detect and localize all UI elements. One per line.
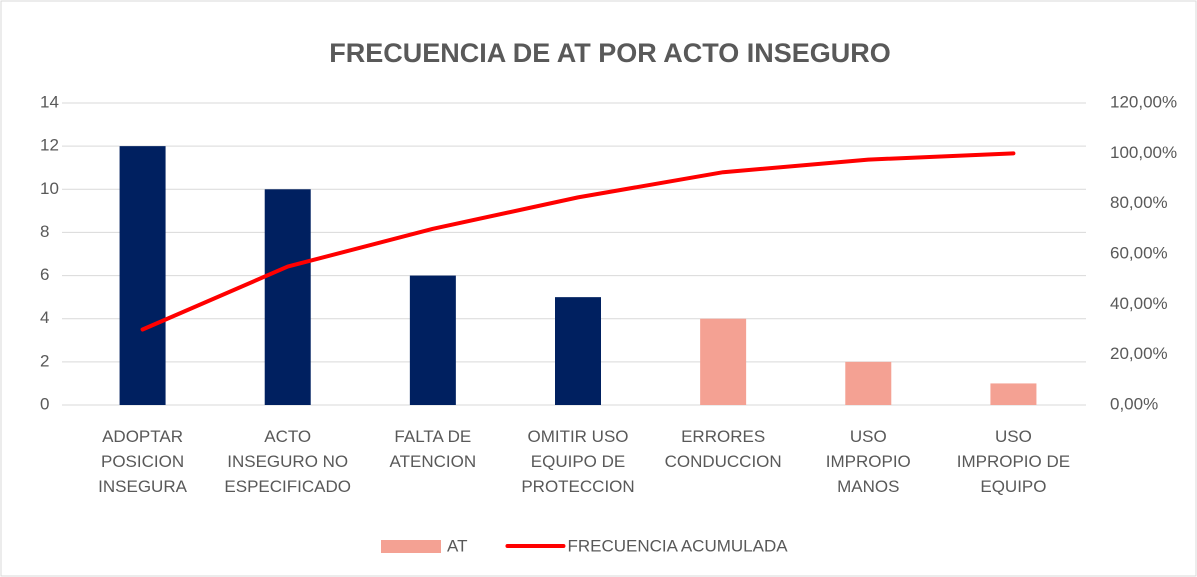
x-tick-label: OMITIR USO EQUIPO DE PROTECCION [521,427,635,496]
y2-tick-label: 0,00% [1110,394,1158,413]
x-tick-label: ERRORES CONDUCCION [664,427,782,471]
bar [264,189,311,405]
y2-tick-label: 80,00% [1110,193,1168,212]
legend-swatch [381,540,441,553]
y2-tick-label: 60,00% [1110,243,1168,262]
x-tick-label: FALTA DE ATENCION [389,427,477,471]
y2-tick-label: 20,00% [1110,344,1168,363]
legend-label: AT [447,536,467,555]
bar [409,275,456,405]
y-tick-label: 4 [40,308,49,327]
y-tick-label: 10 [40,179,59,198]
y-tick-label: 12 [40,136,59,155]
bar [700,318,747,405]
x-tick-label: USO IMPROPIO MANOS [825,427,911,496]
y2-tick-label: 100,00% [1110,143,1177,162]
y2-tick-label: 40,00% [1110,294,1168,313]
chart-title: FRECUENCIA DE AT POR ACTO INSEGURO [329,38,891,68]
bar [119,146,166,405]
x-tick-label: ACTO INSEGURO NO ESPECIFICADO [224,427,351,496]
y-tick-label: 8 [40,222,49,241]
y2-tick-label: 120,00% [1110,92,1177,111]
x-tick-label: ADOPTAR POSICION INSEGURA [98,427,187,496]
bar [990,383,1037,405]
y-tick-label: 6 [40,265,49,284]
line [140,151,1016,332]
bar [555,297,601,405]
x-tick-label: USO IMPROPIO DE EQUIPO [956,427,1071,496]
y-tick-label: 2 [40,351,49,370]
legend-label: FRECUENCIA ACUMULADA [567,536,788,555]
y-tick-label: 0 [40,394,49,413]
y-tick-label: 14 [40,92,59,111]
bar [845,361,892,405]
